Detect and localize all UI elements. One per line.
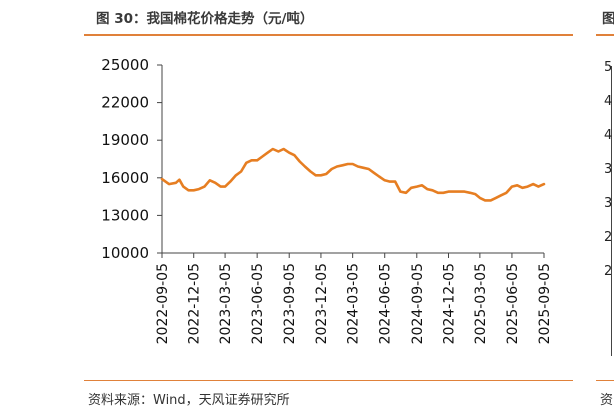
x-tick-label: 2022-12-05 (187, 263, 203, 344)
neighbor-source-fragment: 资 (600, 393, 614, 408)
neighbor-title-divider (596, 34, 614, 36)
x-tick-label: 2023-12-05 (314, 263, 330, 344)
y-tick-label: 19000 (101, 131, 149, 149)
x-tick-label: 2025-03-05 (473, 263, 489, 344)
x-tick-label: 2023-09-05 (282, 263, 298, 344)
x-tick-label: 2023-03-05 (218, 263, 234, 344)
neighbor-chart-axis (611, 66, 612, 356)
neighbor-figure-title-fragment: 图 (602, 11, 614, 27)
neighbor-tick-label: 5 (604, 60, 613, 75)
source-note: 资料来源：Wind，天风证券研究所 (88, 393, 290, 408)
neighbor-tick-label: 4 (604, 94, 613, 109)
neighbor-source-divider (596, 380, 614, 381)
y-tick-label: 22000 (101, 94, 149, 112)
source-divider (84, 380, 573, 381)
x-tick-label: 2024-12-05 (442, 263, 458, 344)
x-tick-label: 2023-06-05 (250, 263, 266, 344)
x-tick-label: 2024-09-05 (410, 263, 426, 344)
cotton-price-line-chart: 10000 13000 16000 19000 22000 25000 2022-09-05… (101, 56, 553, 344)
title-divider (84, 34, 573, 36)
figure-title: 图 30：我国棉花价格走势（元/吨） (96, 11, 314, 27)
y-tick-label: 16000 (101, 169, 149, 187)
neighbor-tick-label: 4 (604, 128, 613, 143)
neighbor-tick-label: 2 (604, 230, 613, 245)
y-tick-label: 25000 (101, 56, 149, 74)
x-tick-label: 2024-06-05 (378, 263, 394, 344)
cotton-price-series-line (160, 147, 546, 202)
neighbor-tick-label: 2 (604, 264, 613, 279)
y-tick-label: 10000 (101, 244, 149, 262)
neighbor-tick-label: 3 (604, 196, 613, 211)
x-tick-label: 2025-06-05 (505, 263, 521, 344)
x-tick-label: 2025-09-05 (537, 263, 553, 344)
x-tick-label: 2024-03-05 (346, 263, 362, 344)
x-tick-label: 2022-09-05 (155, 263, 171, 344)
y-tick-label: 13000 (101, 206, 149, 224)
neighbor-tick-label: 3 (604, 162, 613, 177)
